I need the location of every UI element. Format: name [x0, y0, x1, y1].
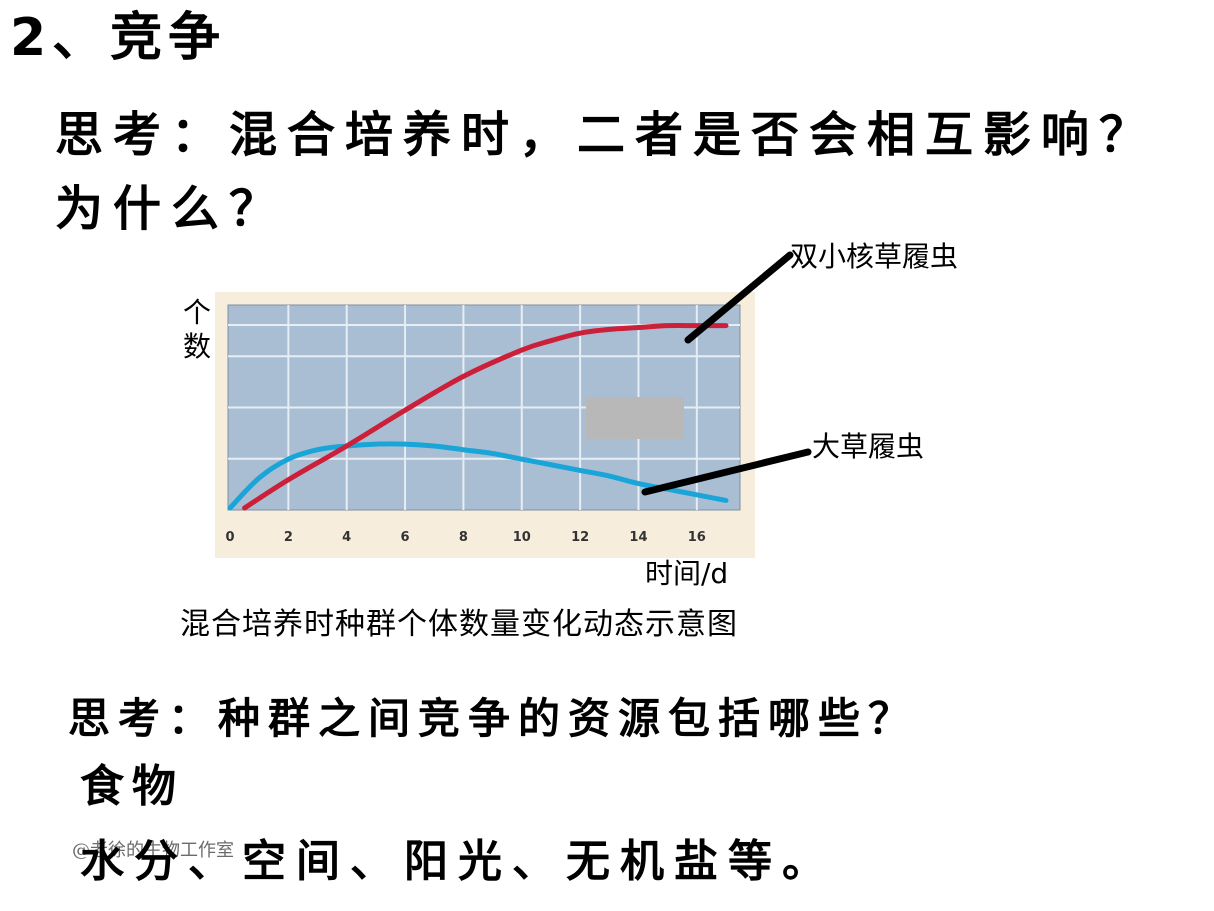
question-1-line-1: 思考：混合培养时，二者是否会相互影响？ — [55, 107, 1158, 163]
x-tick-label: 14 — [629, 530, 647, 545]
x-tick-label: 10 — [513, 530, 531, 545]
x-tick-label: 8 — [459, 530, 468, 545]
x-axis-label: 时间/d — [645, 557, 729, 590]
y-axis-label: 个数 — [182, 296, 211, 363]
answer-line-1: 食物 — [80, 761, 184, 812]
series-layer — [227, 323, 729, 511]
x-tick-label: 4 — [342, 530, 351, 545]
x-tick-label: 0 — [225, 530, 234, 545]
question-2: 思考：种群之间竞争的资源包括哪些？ — [68, 694, 919, 743]
x-tick-label: 12 — [571, 530, 589, 545]
x-tick-label: 2 — [284, 530, 293, 545]
question-block-1: 思考：混合培养时，二者是否会相互影响？ 为什么？ — [55, 98, 1157, 246]
section-heading: 2、竞争 — [10, 8, 227, 68]
figure-caption: 混合培养时种群个体数量变化动态示意图 — [180, 607, 738, 642]
pointer-line-1 — [684, 251, 794, 344]
x-tick-label: 16 — [688, 530, 706, 545]
answer-line-2: 水分、空间、阳光、无机盐等。 — [80, 836, 836, 887]
grey-patch — [586, 397, 684, 439]
series-line-2 — [227, 441, 729, 511]
series-label-1: 双小核草履虫 — [790, 240, 959, 273]
series-line-1 — [242, 323, 729, 511]
question-1-line-2: 为什么？ — [55, 181, 288, 237]
x-tick-label: 6 — [401, 530, 410, 545]
pointer-line-2 — [641, 448, 812, 496]
series-label-2: 大草履虫 — [812, 430, 925, 463]
x-tick-labels: 0 2 4 6 8 10 12 14 16 — [225, 530, 705, 545]
watermark: @老徐的生物工作室 — [72, 840, 234, 861]
